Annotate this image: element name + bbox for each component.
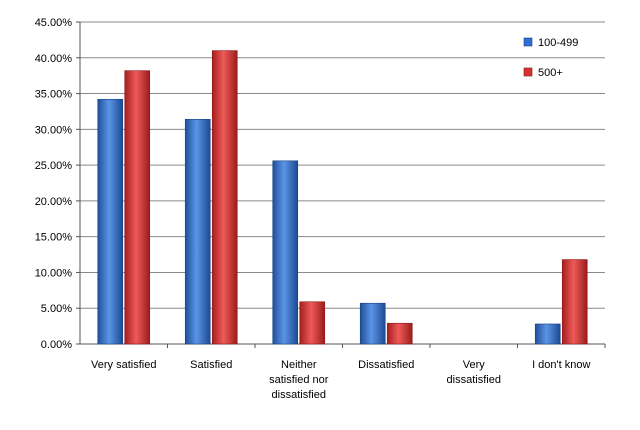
x-category-label: Neither	[281, 359, 317, 371]
bar-series-2	[211, 50, 238, 345]
y-tick-label: 25.00%	[35, 160, 73, 172]
x-category-label: Very satisfied	[91, 359, 156, 371]
legend: 100-499 500+	[523, 37, 578, 79]
y-tick-label: 30.00%	[35, 124, 73, 136]
y-tick-labels: 0.00% 5.00% 10.00% 15.00% 20.00% 25.00% 30.00%…	[35, 17, 73, 351]
y-tick-label: 20.00%	[35, 196, 73, 208]
y-tick-label: 5.00%	[41, 303, 72, 315]
y-tick-label: 0.00%	[41, 339, 72, 351]
x-category-label: satisfied nor	[269, 374, 329, 386]
bar-series-2	[299, 301, 326, 345]
y-tick-label: 10.00%	[35, 267, 73, 279]
bar-series-2	[386, 322, 413, 345]
bars	[97, 50, 588, 345]
legend-label: 500+	[538, 67, 563, 79]
y-tick-label: 35.00%	[35, 89, 73, 101]
bar-series-2	[561, 259, 588, 345]
y-tick-label: 45.00%	[35, 17, 73, 29]
bar-series-1	[97, 98, 124, 345]
axes	[76, 21, 606, 348]
x-category-label: I don't know	[532, 359, 590, 371]
y-tick-label: 15.00%	[35, 232, 73, 244]
bar-series-2	[124, 70, 151, 345]
x-category-label: Very	[463, 359, 486, 371]
x-category-label: dissatisfied	[447, 374, 501, 386]
bar-series-1	[272, 160, 299, 345]
bar-series-1	[534, 323, 561, 345]
bar-series-1	[184, 119, 211, 345]
legend-swatch	[523, 37, 533, 47]
gridlines	[80, 21, 605, 309]
legend-swatch	[523, 67, 533, 77]
x-category-label: dissatisfied	[272, 389, 326, 401]
x-category-label: Dissatisfied	[358, 359, 414, 371]
x-category-label: Satisfied	[190, 359, 232, 371]
y-tick-label: 40.00%	[35, 53, 73, 65]
bar-series-1	[359, 302, 386, 345]
legend-label: 100-499	[538, 37, 578, 49]
x-category-labels: Very satisfied Satisfied Neither satisfied …	[91, 359, 590, 401]
